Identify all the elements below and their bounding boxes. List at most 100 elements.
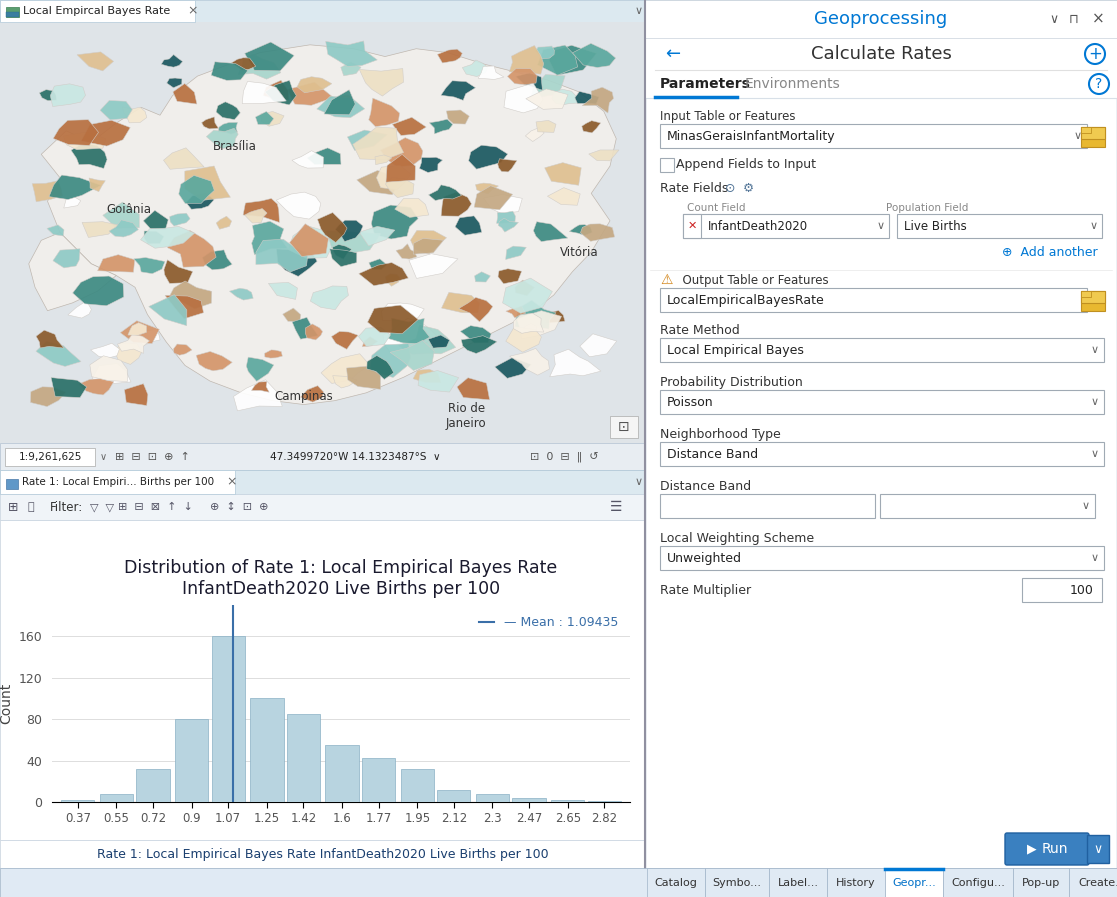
Polygon shape <box>143 211 169 230</box>
Polygon shape <box>381 137 423 167</box>
Text: Rate Method: Rate Method <box>660 324 739 336</box>
Polygon shape <box>484 195 523 213</box>
Polygon shape <box>536 46 554 59</box>
Text: Environments: Environments <box>745 77 841 91</box>
Bar <box>660 288 1087 312</box>
Polygon shape <box>375 155 392 165</box>
Polygon shape <box>321 353 370 383</box>
Bar <box>588 801 621 802</box>
Polygon shape <box>231 57 256 70</box>
Text: 1:9,261,625: 1:9,261,625 <box>18 452 82 462</box>
Text: ⊡  0  ⊟  ‖  ↺: ⊡ 0 ⊟ ‖ ↺ <box>529 452 599 462</box>
Text: ∨: ∨ <box>634 477 643 487</box>
Polygon shape <box>521 324 536 333</box>
Polygon shape <box>411 231 447 254</box>
Polygon shape <box>429 185 461 201</box>
Polygon shape <box>251 222 287 255</box>
Bar <box>99 794 133 802</box>
Polygon shape <box>360 226 395 246</box>
Polygon shape <box>413 370 441 383</box>
Polygon shape <box>207 128 238 149</box>
Bar <box>1022 578 1102 602</box>
Polygon shape <box>550 349 601 377</box>
Text: ∨: ∨ <box>1091 449 1099 459</box>
Bar <box>61 800 95 802</box>
Bar <box>0 0 645 22</box>
Text: ⚠: ⚠ <box>660 273 672 287</box>
Polygon shape <box>495 357 532 379</box>
Polygon shape <box>164 260 193 283</box>
Text: 100: 100 <box>1070 584 1094 597</box>
Polygon shape <box>260 111 284 126</box>
Polygon shape <box>460 326 491 343</box>
Polygon shape <box>127 323 146 335</box>
Text: ⊕  Add another: ⊕ Add another <box>1002 246 1098 258</box>
Text: Rate Fields: Rate Fields <box>660 181 728 195</box>
Bar <box>768 868 827 897</box>
Bar <box>1081 127 1091 133</box>
FancyBboxPatch shape <box>1005 833 1089 865</box>
Text: Poisson: Poisson <box>667 396 714 408</box>
Polygon shape <box>409 254 458 278</box>
Polygon shape <box>476 183 498 194</box>
Text: ⊞  ⊟  ⊠  ↑  ↓: ⊞ ⊟ ⊠ ↑ ↓ <box>118 502 193 512</box>
Polygon shape <box>475 272 490 282</box>
Text: Geoprocessing: Geoprocessing <box>814 10 947 28</box>
Bar <box>660 390 1104 414</box>
Polygon shape <box>462 60 488 76</box>
Bar <box>1081 127 1105 147</box>
Polygon shape <box>32 181 63 202</box>
Text: ×: × <box>226 475 237 489</box>
Bar <box>645 70 1117 98</box>
Bar <box>660 442 1104 466</box>
Polygon shape <box>428 335 449 348</box>
Bar <box>1081 291 1091 297</box>
Polygon shape <box>317 96 364 118</box>
Polygon shape <box>307 148 341 165</box>
Polygon shape <box>163 148 204 170</box>
Bar <box>660 494 875 518</box>
Text: ?: ? <box>1096 77 1102 91</box>
Bar <box>401 769 433 802</box>
Polygon shape <box>244 198 279 222</box>
Polygon shape <box>197 352 232 370</box>
Polygon shape <box>390 340 435 370</box>
Text: ∨: ∨ <box>1075 131 1082 141</box>
Polygon shape <box>506 327 542 353</box>
Polygon shape <box>262 81 289 100</box>
Bar <box>1087 835 1109 863</box>
Polygon shape <box>89 356 127 381</box>
Text: Local Empircal Bayes Rate: Local Empircal Bayes Rate <box>23 6 170 16</box>
Polygon shape <box>293 318 318 339</box>
Bar <box>1081 127 1105 139</box>
Polygon shape <box>165 295 203 318</box>
Polygon shape <box>383 318 437 357</box>
Text: Population Field: Population Field <box>886 203 968 213</box>
Polygon shape <box>418 370 459 392</box>
Polygon shape <box>582 87 613 113</box>
Bar <box>211 636 245 802</box>
Text: ▽  ▽: ▽ ▽ <box>90 502 114 512</box>
Text: Distance Band: Distance Band <box>667 448 758 460</box>
Text: Rio de
Janeiro: Rio de Janeiro <box>446 402 487 431</box>
Bar <box>943 868 1013 897</box>
Polygon shape <box>438 49 462 63</box>
Polygon shape <box>478 66 504 80</box>
Bar <box>660 124 1087 148</box>
Polygon shape <box>64 197 80 208</box>
Bar <box>610 416 638 438</box>
Text: ∨: ∨ <box>1082 501 1090 511</box>
Text: Rate 1: Local Empiri... Births per 100: Rate 1: Local Empiri... Births per 100 <box>22 477 214 487</box>
Text: ∨: ∨ <box>1091 553 1099 563</box>
Text: ∨: ∨ <box>1091 345 1099 355</box>
Bar <box>660 546 1104 570</box>
Polygon shape <box>356 170 400 195</box>
Polygon shape <box>514 313 544 334</box>
Polygon shape <box>173 83 197 104</box>
Polygon shape <box>504 83 543 113</box>
Polygon shape <box>78 379 114 395</box>
Bar <box>1081 291 1105 311</box>
Polygon shape <box>327 231 381 253</box>
Polygon shape <box>311 286 349 309</box>
Polygon shape <box>526 89 567 109</box>
